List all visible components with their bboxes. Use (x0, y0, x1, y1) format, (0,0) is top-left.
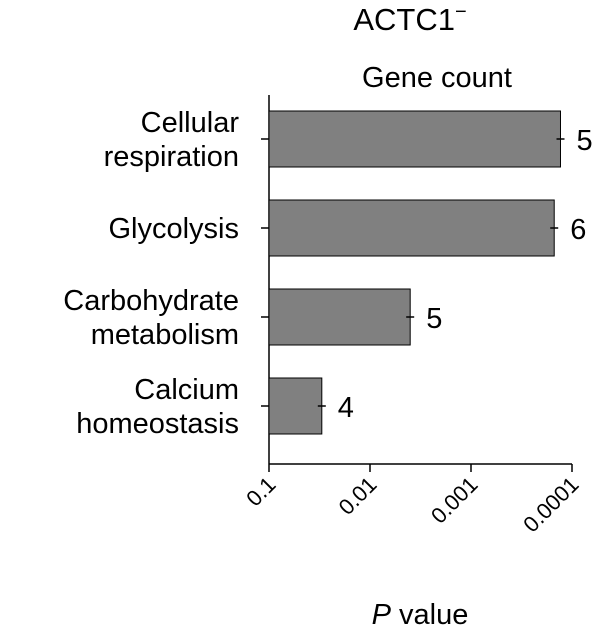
bars: 5 6 5 4 (268, 110, 593, 435)
x-tick-label: 0.01 (334, 472, 382, 520)
category-label: metabolism (91, 319, 239, 351)
category-label: homeostasis (76, 408, 239, 440)
gene-count-label: 5 (426, 303, 442, 335)
category-label: Cellular (141, 107, 240, 139)
gene-count-header: Gene count (362, 62, 512, 94)
category-label: respiration (104, 141, 239, 173)
x-tick-label: 0.0001 (518, 472, 583, 537)
x-tick-label: 0.1 (241, 472, 280, 511)
bar (268, 199, 555, 257)
bar (268, 288, 411, 346)
category-label: Carbohydrate (63, 285, 239, 317)
gene-count-label: 5 (576, 125, 592, 157)
x-axis-title: P value (372, 599, 469, 631)
gene-count-label: 4 (338, 392, 354, 424)
category-label: Calcium (134, 374, 239, 406)
x-tick-label: 0.001 (426, 472, 483, 529)
bar (268, 377, 323, 435)
bar (268, 110, 561, 168)
chart-title: ACTC1− (353, 1, 466, 37)
gene-count-label: 6 (570, 214, 586, 246)
category-label: Glycolysis (108, 213, 239, 245)
